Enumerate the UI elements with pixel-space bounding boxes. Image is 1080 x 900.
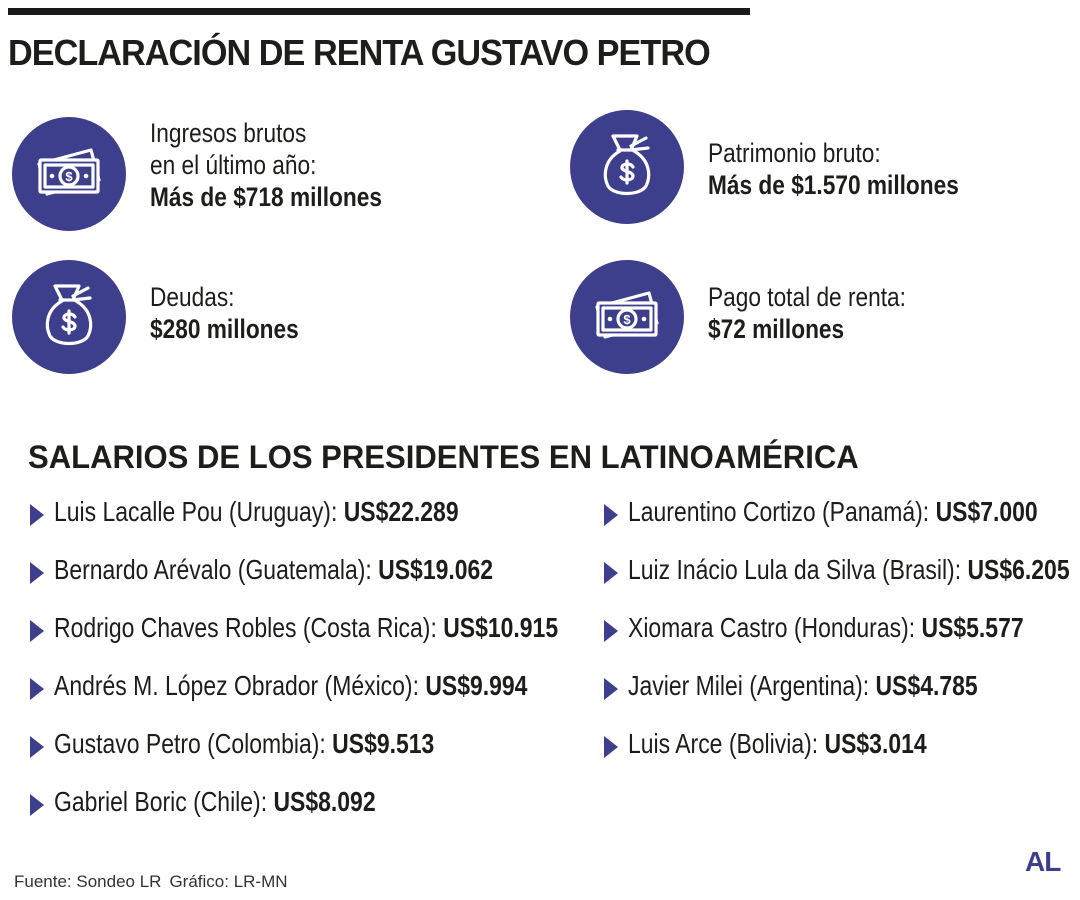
source-footer: Fuente: Sondeo LR Gráfico: LR-MN bbox=[14, 871, 288, 893]
salary-amount: US$5.577 bbox=[921, 612, 1024, 643]
top-rule bbox=[8, 8, 750, 15]
money-bill-icon: $ bbox=[570, 260, 684, 374]
stat-label: Deudas: bbox=[150, 282, 235, 312]
president-name: Xiomara Castro (Honduras): bbox=[628, 612, 916, 643]
page-title: DECLARACIÓN DE RENTA GUSTAVO PETRO bbox=[8, 32, 711, 73]
salary-amount: US$4.785 bbox=[875, 670, 978, 701]
triangle-bullet-icon bbox=[30, 620, 44, 642]
president-name: Javier Milei (Argentina): bbox=[628, 670, 870, 701]
triangle-bullet-icon bbox=[30, 678, 44, 700]
stat-value: $72 millones bbox=[708, 314, 845, 344]
stat-label: Ingresos brutos bbox=[150, 118, 307, 148]
source-text: Fuente: Sondeo LR bbox=[14, 872, 162, 891]
publisher-logo: AL bbox=[1025, 846, 1061, 877]
triangle-bullet-icon bbox=[604, 678, 618, 700]
triangle-bullet-icon bbox=[30, 504, 44, 526]
salary-amount: US$9.994 bbox=[425, 670, 528, 701]
triangle-bullet-icon bbox=[30, 562, 44, 584]
money-bill-icon: $ bbox=[12, 117, 126, 231]
president-name: Gabriel Boric (Chile): bbox=[54, 786, 268, 817]
graphic-credit: Gráfico: LR-MN bbox=[169, 872, 288, 891]
president-name: Luis Arce (Bolivia): bbox=[628, 728, 819, 759]
money-bag-icon bbox=[12, 260, 126, 374]
triangle-bullet-icon bbox=[604, 504, 618, 526]
president-name: Luis Lacalle Pou (Uruguay): bbox=[54, 496, 338, 527]
salary-amount: US$10.915 bbox=[443, 612, 559, 643]
section-title: SALARIOS DE LOS PRESIDENTES EN LATINOAMÉ… bbox=[28, 439, 859, 475]
svg-text:$: $ bbox=[65, 169, 73, 184]
salary-amount: US$6.205 bbox=[967, 554, 1070, 585]
triangle-bullet-icon bbox=[604, 736, 618, 758]
salary-amount: US$3.014 bbox=[824, 728, 927, 759]
president-name: Rodrigo Chaves Robles (Costa Rica): bbox=[54, 612, 437, 643]
salary-amount: US$19.062 bbox=[378, 554, 494, 585]
salary-amount: US$7.000 bbox=[935, 496, 1038, 527]
president-name: Luiz Inácio Lula da Silva (Brasil): bbox=[628, 554, 962, 585]
triangle-bullet-icon bbox=[30, 736, 44, 758]
stat-value: $280 millones bbox=[150, 314, 299, 344]
triangle-bullet-icon bbox=[604, 562, 618, 584]
triangle-bullet-icon bbox=[604, 620, 618, 642]
stat-label: Patrimonio bruto: bbox=[708, 138, 881, 168]
svg-text:$: $ bbox=[623, 312, 631, 327]
president-name: Andrés M. López Obrador (México): bbox=[54, 670, 419, 701]
salary-amount: US$9.513 bbox=[332, 728, 435, 759]
stat-value: Más de $718 millones bbox=[150, 182, 382, 212]
stat-value: Más de $1.570 millones bbox=[708, 170, 959, 200]
stat-label: en el último año: bbox=[150, 150, 317, 180]
triangle-bullet-icon bbox=[30, 794, 44, 816]
stat-label: Pago total de renta: bbox=[708, 282, 906, 312]
president-name: Bernardo Arévalo (Guatemala): bbox=[54, 554, 372, 585]
president-name: Laurentino Cortizo (Panamá): bbox=[628, 496, 930, 527]
money-bag-icon bbox=[570, 110, 684, 224]
salary-amount: US$8.092 bbox=[273, 786, 376, 817]
salary-amount: US$22.289 bbox=[343, 496, 459, 527]
president-name: Gustavo Petro (Colombia): bbox=[54, 728, 326, 759]
